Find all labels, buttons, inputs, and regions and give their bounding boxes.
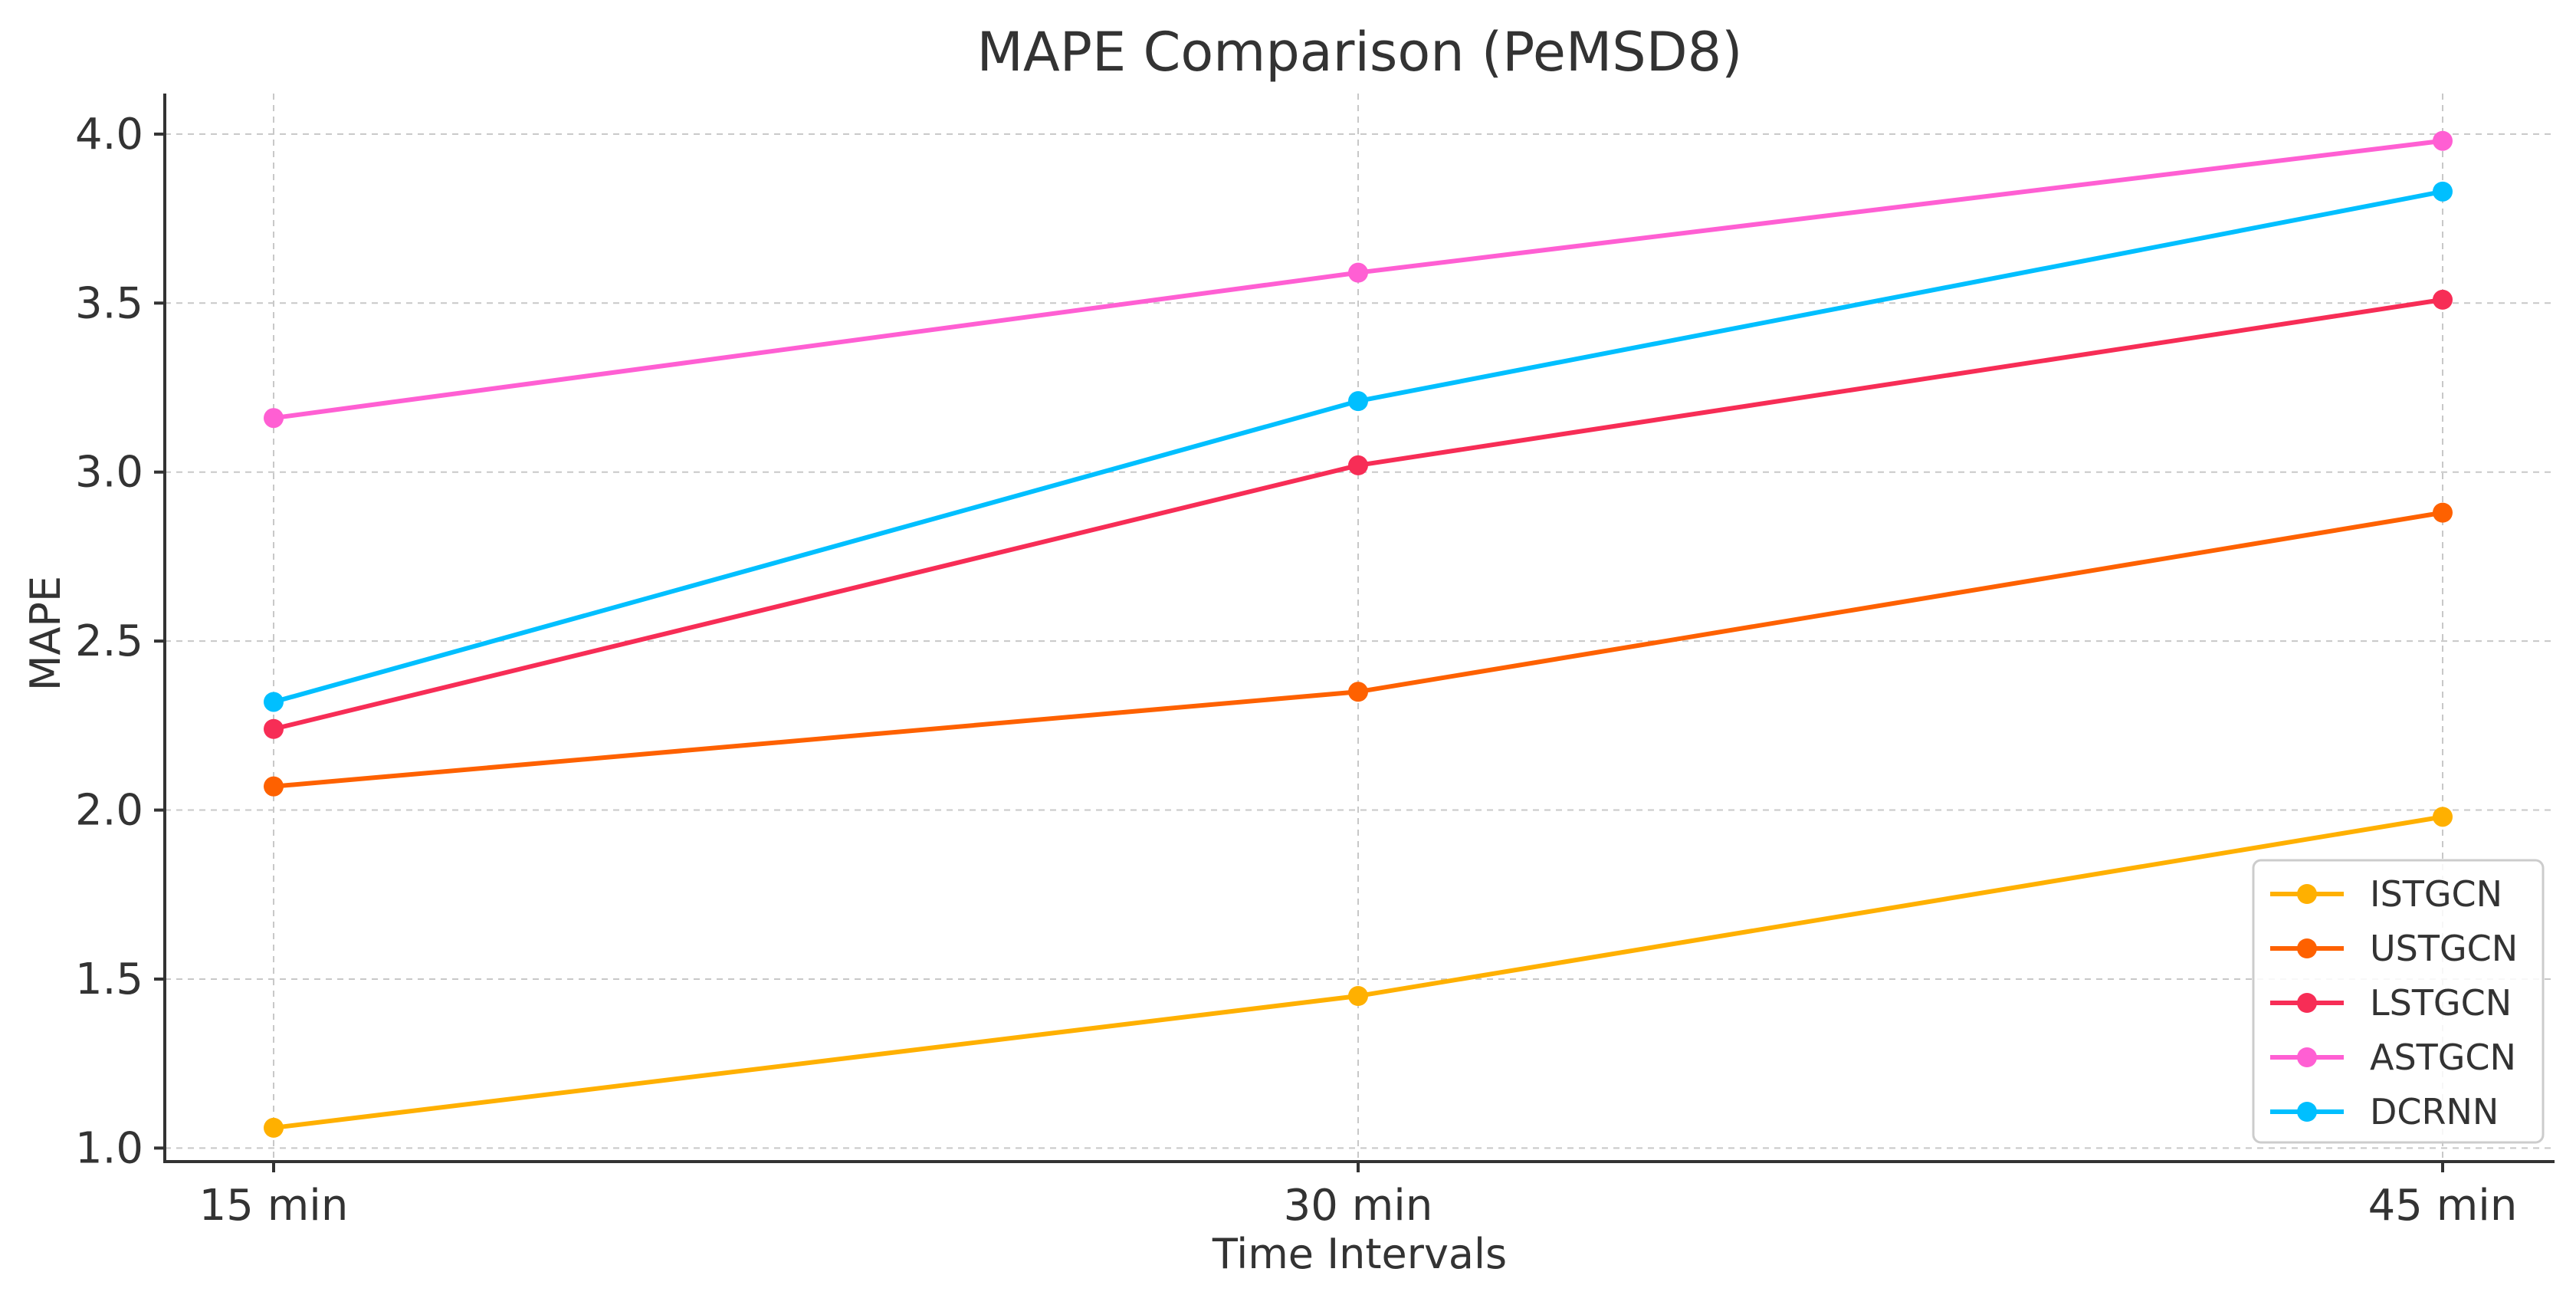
legend-label-lstgcn: LSTGCN	[2370, 982, 2512, 1024]
x-axis-label: Time Intervals	[1212, 1230, 1507, 1278]
axis-spines	[163, 94, 2555, 1163]
x-tick-label: 45 min	[2368, 1181, 2518, 1231]
y-tick-label: 3.5	[75, 278, 143, 328]
chart-title: MAPE Comparison (PeMSD8)	[976, 21, 1742, 84]
legend-box	[2252, 859, 2545, 1144]
legend-label-dcrnn: DCRNN	[2370, 1091, 2499, 1132]
y-axis-label: MAPE	[21, 576, 70, 691]
data-point-dcrnn	[264, 692, 284, 712]
x-tick-label: 15 min	[199, 1181, 349, 1231]
x-tick-label: 30 min	[1284, 1181, 1433, 1231]
y-tick-label: 1.0	[75, 1123, 143, 1173]
data-point-astgcn	[2433, 130, 2453, 151]
legend-marker-istgcn	[2297, 884, 2317, 904]
data-point-astgcn	[264, 408, 284, 429]
data-point-ustgcn	[264, 776, 284, 797]
data-point-istgcn	[264, 1117, 284, 1138]
legend-marker-astgcn	[2297, 1047, 2317, 1067]
legend-label-astgcn: ASTGCN	[2370, 1037, 2516, 1078]
ticks-layer: 15 min 30 min 45 min 1.0 1.5 2.0 2.5 3.0 3.5 4.0	[75, 110, 2517, 1231]
legend-label-istgcn: ISTGCN	[2370, 873, 2502, 915]
data-point-lstgcn	[1348, 455, 1368, 475]
data-point-astgcn	[1348, 262, 1368, 283]
y-tick-label: 1.5	[75, 955, 143, 1004]
series-layer	[264, 130, 2453, 1138]
y-tick-label: 2.5	[75, 616, 143, 666]
y-tick-label: 2.0	[75, 786, 143, 836]
data-point-dcrnn	[1348, 391, 1368, 412]
data-point-istgcn	[2433, 807, 2453, 827]
data-point-lstgcn	[2433, 289, 2453, 310]
legend-marker-ustgcn	[2297, 938, 2317, 958]
axes-layer	[163, 94, 2555, 1163]
y-tick-label: 4.0	[75, 110, 143, 159]
legend-marker-dcrnn	[2297, 1102, 2317, 1122]
data-point-dcrnn	[2433, 181, 2453, 202]
data-point-ustgcn	[2433, 502, 2453, 523]
data-point-istgcn	[1348, 985, 1368, 1006]
legend: ISTGCN USTGCN LSTGCN ASTGCN DCRNN	[2252, 859, 2545, 1144]
data-point-lstgcn	[264, 718, 284, 739]
legend-marker-lstgcn	[2297, 993, 2317, 1013]
y-tick-label: 3.0	[75, 448, 143, 498]
legend-label-ustgcn: USTGCN	[2370, 928, 2518, 969]
data-point-ustgcn	[1348, 682, 1368, 702]
